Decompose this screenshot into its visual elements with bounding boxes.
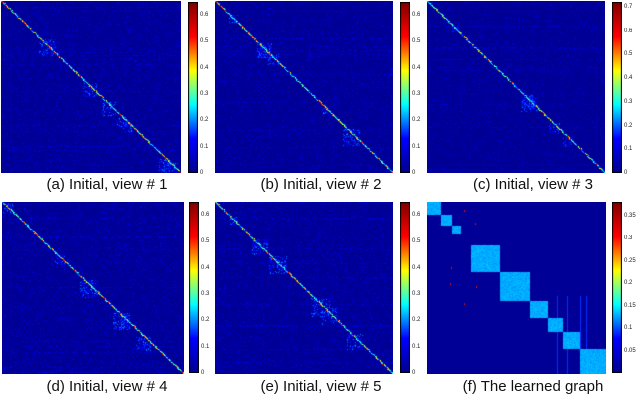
colorbar-tick-label: 0.2 [412,117,421,124]
colorbar-tick-label: 0.25 [624,257,636,264]
colorbar-tick-label: 0.1 [412,343,421,350]
colorbar-tick-label: 0.5 [624,51,633,58]
chart-panel-view-5: 0.6 0.5 0.4 0.3 0.2 0.1 0 (e) Initial, view # … [214,201,428,402]
colorbar-tick-label: 0.3 [201,291,210,298]
colorbar-tick-label: 0.15 [624,302,636,309]
colorbar-tick-label: 0.1 [624,146,633,153]
colorbar [400,2,410,173]
caption: (a) Initial, view # 1 [46,176,168,193]
colorbar-tick-label: 0.5 [201,238,210,245]
heatmap [215,1,393,173]
colorbar-tick-label: 0.1 [624,325,633,331]
colorbar-tick-label: 0 [201,370,205,376]
colorbar-tick-label: 0.05 [624,347,636,354]
colorbar-tick-label: 0.6 [624,27,633,34]
heatmap [427,202,606,374]
colorbar-tick-label: 0.35 [624,212,636,219]
caption: (e) Initial, view # 5 [260,378,382,395]
colorbar [188,2,198,173]
caption: (b) Initial, view # 2 [260,176,382,193]
colorbar-tick-label: 0.2 [200,117,209,124]
colorbar-tick-label: 0.6 [200,12,209,19]
colorbar-tick-label: 0.7 [624,3,633,10]
colorbar-tick-label: 0 [412,170,416,176]
heatmap [215,202,393,374]
colorbar-tick-label: 0.1 [201,343,210,350]
colorbar-tick-label: 0.3 [624,98,633,105]
colorbar-tick-label: 0 [200,170,204,176]
colorbar [612,2,622,173]
colorbar-tick-label: 0.2 [201,317,210,324]
colorbar-tick-label: 0.4 [200,64,209,71]
colorbar [400,202,410,373]
caption: (d) Initial, view # 4 [46,378,168,395]
chart-panel-view-1: 0.6 0.5 0.4 0.3 0.2 0.1 0 (a) Initial, view # … [0,0,214,201]
chart-panel-view-2: 0.6 0.5 0.4 0.3 0.2 0.1 0 (b) Initial, view # … [214,0,428,201]
colorbar-tick-label: 0.5 [200,38,209,45]
colorbar-tick-label: 0.1 [412,143,421,150]
colorbar-tick-label: 0.4 [624,75,633,81]
colorbar-tick-label: 0.5 [412,38,421,45]
colorbar [612,202,622,373]
colorbar-tick-label: 0.2 [624,122,633,129]
colorbar-tick-label: 0.4 [412,264,421,271]
colorbar-tick-label: 0.3 [624,235,633,241]
caption: (c) Initial, view # 3 [472,176,594,193]
chart-panel-view-3: 0.7 0.6 0.5 0.4 0.3 0.2 0.1 0 (c) Initial, view… [426,0,640,201]
chart-panel-view-4: 0.6 0.5 0.4 0.3 0.2 0.1 0 (d) Initial, view # … [0,201,214,402]
colorbar-tick-label: 0.6 [201,212,210,219]
colorbar-tick-label: 0.5 [412,238,421,245]
caption: (f) The learned graph [462,378,604,395]
colorbar [189,202,199,373]
colorbar-tick-label: 0.4 [412,64,421,71]
colorbar-tick-label: 0.3 [200,91,209,98]
colorbar-tick-label: 0.2 [412,317,421,324]
colorbar-tick-label: 0.2 [624,280,633,286]
colorbar-tick-label: 0 [412,370,416,376]
colorbar-tick-label: 0.6 [412,12,421,19]
colorbar-tick-label: 0.3 [412,291,421,298]
heatmap [427,1,605,173]
colorbar-tick-label: 0.3 [412,91,421,98]
colorbar-tick-label: 0 [624,170,628,176]
heatmap [2,202,184,374]
colorbar-tick-label: 0.1 [200,143,209,150]
colorbar-tick-label: 0.4 [201,264,210,271]
heatmap [1,1,181,173]
chart-panel-learned-graph: 0.35 0.3 0.25 0.2 0.15 0.1 0.05 (f) The learne… [426,201,640,402]
colorbar-tick-label: 0.6 [412,212,421,219]
